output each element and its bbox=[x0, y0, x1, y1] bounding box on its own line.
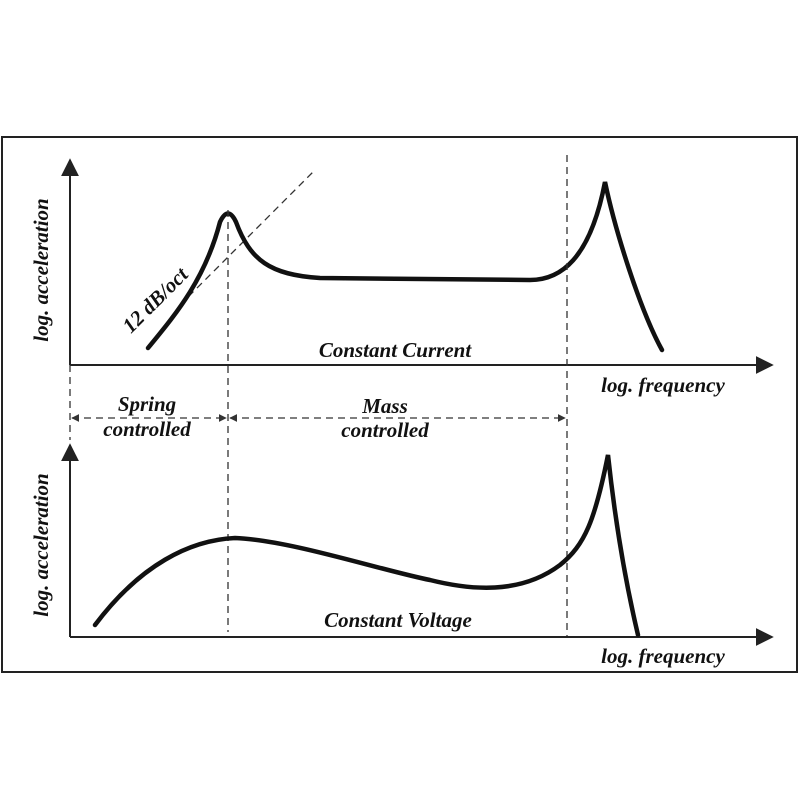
frame bbox=[1, 136, 798, 673]
curve-label: Constant Voltage bbox=[324, 608, 472, 632]
x-label: log. frequency bbox=[601, 644, 725, 668]
curve-label: Constant Current bbox=[319, 338, 472, 362]
y-label: log. acceleration bbox=[29, 198, 53, 341]
slope-label: 12 dB/oct bbox=[117, 262, 193, 338]
region-label: Spring bbox=[118, 392, 176, 416]
x-label: log. frequency bbox=[601, 373, 725, 397]
y-label: log. acceleration bbox=[29, 473, 53, 616]
response-curve bbox=[92, 454, 641, 638]
region-label: controlled bbox=[103, 417, 191, 441]
region-label: controlled bbox=[341, 418, 429, 442]
slope-line bbox=[179, 169, 316, 306]
response-curve bbox=[145, 181, 665, 353]
region-label: Mass bbox=[361, 394, 408, 418]
